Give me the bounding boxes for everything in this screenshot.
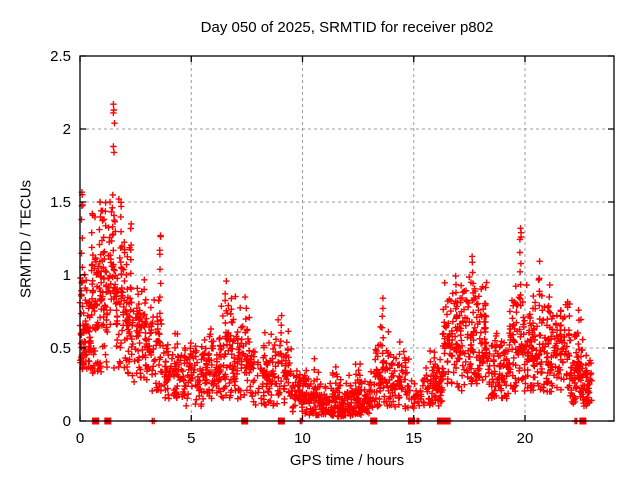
grid-lines xyxy=(80,56,614,421)
svg-text:5: 5 xyxy=(187,430,195,447)
svg-text:0: 0 xyxy=(76,430,84,447)
plot-title: Day 050 of 2025, SRMTID for receiver p80… xyxy=(200,19,494,36)
y-tick-labels: 0 0.5 1 1.5 2 2.5 xyxy=(50,48,71,430)
svg-text:15: 15 xyxy=(405,430,422,447)
svg-text:0.5: 0.5 xyxy=(50,340,71,357)
svg-text:2: 2 xyxy=(63,121,71,138)
svg-text:1: 1 xyxy=(63,267,71,284)
x-axis-label: GPS time / hours xyxy=(289,452,405,469)
svg-text:10: 10 xyxy=(294,430,311,447)
axis-ticks xyxy=(79,55,614,422)
svg-text:20: 20 xyxy=(517,430,534,447)
svg-text:1.5: 1.5 xyxy=(50,194,71,211)
svg-text:0: 0 xyxy=(63,413,71,430)
x-tick-labels: 0 5 10 15 20 xyxy=(76,430,534,447)
plot-border xyxy=(79,55,615,422)
scatter-points xyxy=(76,101,595,425)
svg-text:2.5: 2.5 xyxy=(50,48,71,65)
